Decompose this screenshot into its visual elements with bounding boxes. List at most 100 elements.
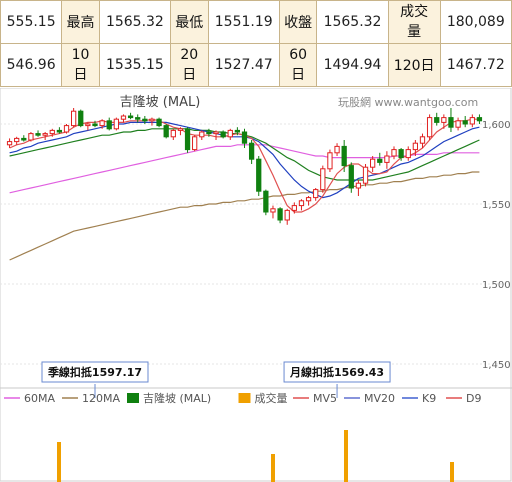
candle-body xyxy=(163,125,169,138)
candle-body xyxy=(241,131,248,144)
quote-value-1-4: 1551.19 xyxy=(207,0,280,44)
candle-body xyxy=(384,155,390,163)
candle-body xyxy=(405,149,411,159)
legend-label: 120MA xyxy=(82,392,120,405)
annotation: 月線扣抵1569.43 xyxy=(283,361,391,398)
candle-body xyxy=(291,205,297,211)
candle-body xyxy=(348,165,354,189)
legend-item: 成交量 xyxy=(238,391,288,405)
legend-label: MV5 xyxy=(313,392,337,405)
candle-body xyxy=(398,149,404,159)
candle-body xyxy=(305,197,312,202)
candle-body xyxy=(256,158,262,192)
candle-body xyxy=(199,131,205,138)
volume-bar xyxy=(450,462,454,482)
candle-body xyxy=(170,129,176,138)
candle-body xyxy=(455,120,461,128)
candle-body xyxy=(70,110,77,127)
candle-body xyxy=(92,123,98,127)
candle-body xyxy=(99,120,105,127)
legend-item: D9 xyxy=(446,392,481,405)
legend-label: MV20 xyxy=(364,392,395,405)
candle-body xyxy=(192,136,198,151)
quote-value-2-2: 1535.15 xyxy=(98,43,172,87)
candle-body xyxy=(270,208,276,213)
candle-body xyxy=(135,117,141,120)
watermark: 玩股網 www.wantgoo.com xyxy=(338,95,478,109)
candle-body xyxy=(334,145,340,154)
candle-body xyxy=(113,118,119,130)
volume-bar xyxy=(271,454,275,482)
quote-value-2-4: 1527.47 xyxy=(207,43,280,87)
candle-body xyxy=(448,117,454,128)
y-tick-label: 1,500 xyxy=(482,280,511,291)
ma120-line xyxy=(9,171,480,261)
quote-label-2-3: 20 日 xyxy=(170,43,209,87)
candle-body xyxy=(35,133,41,136)
candle-body xyxy=(206,131,212,135)
candlestick-chart: 1,600 1,550 1,500 1,450 吉隆坡 (MAL) 玩股網 www.wan… xyxy=(0,88,512,482)
legend-label: K9 xyxy=(422,392,436,405)
quote-label-1-3: 最低 xyxy=(170,0,209,44)
candle-body xyxy=(106,120,112,130)
annotation-box xyxy=(41,361,149,383)
candle-body xyxy=(362,166,369,184)
quote-table: 555.15 最高 1565.32 最低 1551.19 收盤 1565.32 成交量 180,… xyxy=(0,0,512,87)
y-tick-label: 1,450 xyxy=(482,360,511,371)
candle-body xyxy=(391,149,397,157)
candle-body xyxy=(85,123,91,127)
volume-bar xyxy=(344,430,348,482)
chart-title: 吉隆坡 (MAL) xyxy=(120,95,201,110)
legend-item: 吉隆坡 (MAL) xyxy=(127,391,211,405)
quote-label-2-7: 120日 xyxy=(387,43,441,87)
candle-body xyxy=(419,136,426,144)
legend-label: 成交量 xyxy=(255,391,288,405)
candle-body xyxy=(56,129,63,133)
candle-body xyxy=(227,129,233,138)
legend-swatch xyxy=(238,393,251,403)
candle-body xyxy=(63,125,70,133)
annotation: 季線扣抵1597.17 xyxy=(41,361,149,398)
candle-body xyxy=(412,142,419,151)
candle-body xyxy=(263,190,269,213)
candle-body xyxy=(21,137,27,141)
legend-item: 60MA xyxy=(4,392,55,405)
candle-body xyxy=(355,182,362,189)
legend-label: 吉隆坡 (MAL) xyxy=(143,391,211,405)
candle-body xyxy=(320,168,326,191)
legend-label: 60MA xyxy=(24,392,55,405)
candle-body xyxy=(377,158,383,163)
candle-body xyxy=(341,145,347,167)
quote-row-2: 546.96 10 日 1535.15 20 日 1527.47 60 日 1494.94 120日… xyxy=(0,43,512,87)
candle-body xyxy=(120,115,127,120)
candle-body xyxy=(6,141,13,146)
candle-body xyxy=(476,117,483,122)
candle-body xyxy=(49,129,55,135)
candle-body xyxy=(42,133,48,136)
candle-body xyxy=(370,158,376,168)
candle-body xyxy=(434,117,440,123)
y-tick-label: 1,600 xyxy=(482,120,511,131)
quote-label-1-7: 成交量 xyxy=(387,0,441,44)
candle-body xyxy=(220,131,226,138)
quote-value-1-6: 1565.32 xyxy=(316,0,389,44)
candle-body xyxy=(28,133,34,141)
annotation-box xyxy=(283,361,391,383)
quote-value-1-2: 1565.32 xyxy=(98,0,172,44)
legend-item: MV20 xyxy=(344,392,395,405)
candle-body xyxy=(441,117,447,123)
quote-label-1-5: 收盤 xyxy=(278,0,318,44)
candle-body xyxy=(177,128,184,131)
legend-swatch xyxy=(127,393,139,403)
candle-body xyxy=(213,131,219,135)
candle-body xyxy=(277,208,283,221)
legend-item: K9 xyxy=(402,392,436,405)
candle-body xyxy=(14,137,20,143)
quote-value-2-6: 1494.94 xyxy=(316,43,389,87)
quote-row-1: 555.15 最高 1565.32 最低 1551.19 收盤 1565.32 成交量 180,… xyxy=(0,0,512,44)
candle-body xyxy=(469,117,475,125)
quote-value-1-8: 180,089 xyxy=(439,0,512,44)
quote-value-2-8: 1467.72 xyxy=(439,43,512,87)
quote-label-2-1: 10 日 xyxy=(61,43,100,87)
volume-bar xyxy=(57,442,61,482)
